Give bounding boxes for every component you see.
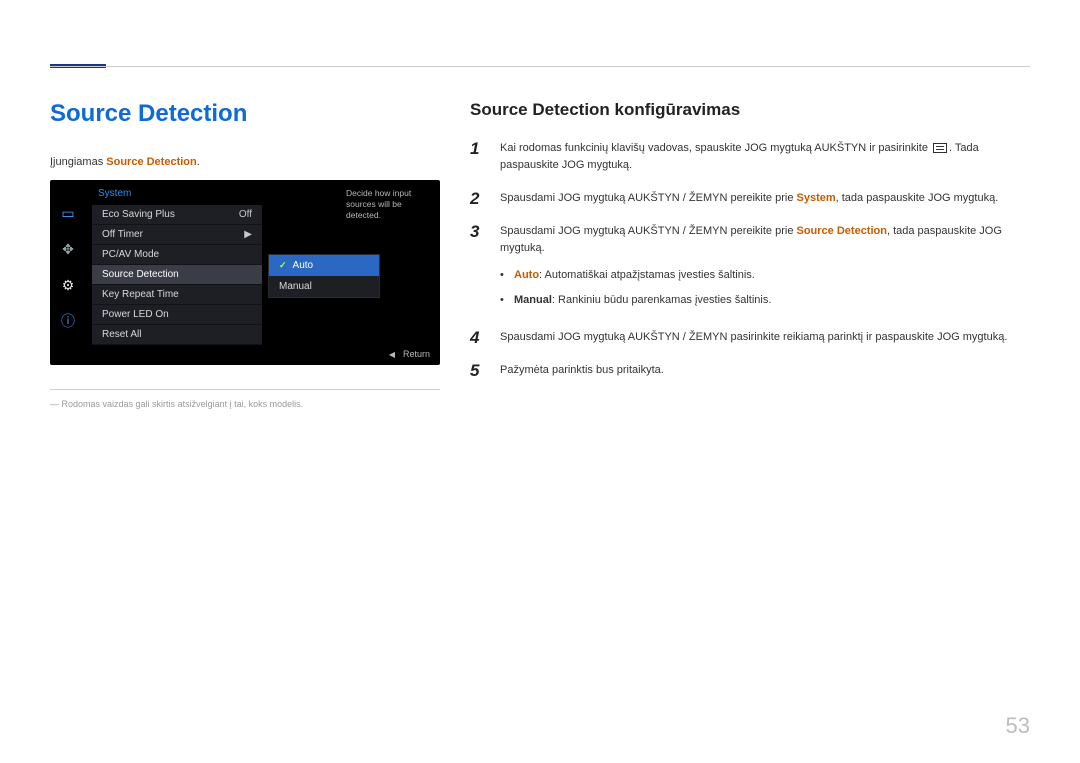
bullet-auto: Auto: Automatiškai atpažįstamas įvesties… bbox=[500, 263, 1030, 288]
step-number: 4 bbox=[470, 329, 486, 346]
step-1: 1 Kai rodomas funkcinių klavišų vadovas,… bbox=[470, 140, 1030, 174]
right-column: Source Detection konfigūravimas 1 Kai ro… bbox=[470, 100, 1030, 723]
step-number: 2 bbox=[470, 190, 486, 207]
step-number: 1 bbox=[470, 140, 486, 174]
osd-row: Eco Saving PlusOff bbox=[92, 205, 262, 225]
step-number: 3 bbox=[470, 223, 486, 313]
osd-submenu-item-active: Auto bbox=[269, 255, 379, 276]
step-body: Spausdami JOG mygtuką AUKŠTYN / ŽEMYN pa… bbox=[500, 329, 1007, 346]
step-3: 3 Spausdami JOG mygtuką AUKŠTYN / ŽEMYN … bbox=[470, 223, 1030, 313]
osd-row: PC/AV Mode bbox=[92, 245, 262, 265]
osd-row: Reset All bbox=[92, 325, 262, 345]
intro-text: Įjungiamas Source Detection. bbox=[50, 156, 440, 168]
main-heading: Source Detection bbox=[50, 100, 440, 128]
osd-return-label: Return bbox=[403, 349, 430, 359]
step-4: 4 Spausdami JOG mygtuką AUKŠTYN / ŽEMYN … bbox=[470, 329, 1030, 346]
header-rule bbox=[50, 66, 1030, 67]
osd-tab-picture-icon: ▭ bbox=[57, 202, 79, 224]
step-body: Pažymėta parinktis bus pritaikyta. bbox=[500, 362, 664, 379]
step-5: 5 Pažymėta parinktis bus pritaikyta. bbox=[470, 362, 1030, 379]
left-column: Source Detection Įjungiamas Source Detec… bbox=[50, 100, 440, 723]
osd-submenu-item: Manual bbox=[269, 276, 379, 297]
osd-help-text: Decide how input sources will be detecte… bbox=[346, 188, 434, 221]
osd-tab-system-icon: ⚙ bbox=[57, 274, 79, 296]
osd-footer: ◀ Return bbox=[50, 345, 440, 359]
osd-row: Key Repeat Time bbox=[92, 285, 262, 305]
sub-heading: Source Detection konfigūravimas bbox=[470, 100, 1030, 120]
bullet-manual: Manual: Rankiniu būdu parenkamas įvestie… bbox=[500, 288, 1030, 313]
page-content: Source Detection Įjungiamas Source Detec… bbox=[50, 100, 1030, 723]
osd-row: Off Timer▶ bbox=[92, 225, 262, 245]
osd-menu-list: Eco Saving PlusOff Off Timer▶ PC/AV Mode… bbox=[92, 205, 262, 345]
step-3-bullets: Auto: Automatiškai atpažįstamas įvesties… bbox=[500, 263, 1030, 313]
intro-emphasis: Source Detection bbox=[106, 156, 196, 168]
page-number: 53 bbox=[1006, 713, 1030, 739]
step-number: 5 bbox=[470, 362, 486, 379]
osd-tab-info-icon: ⓘ bbox=[57, 310, 79, 332]
osd-row-selected: Source Detection bbox=[92, 265, 262, 285]
step-body: Spausdami JOG mygtuką AUKŠTYN / ŽEMYN pe… bbox=[500, 190, 998, 207]
intro-suffix: . bbox=[197, 156, 200, 168]
step-body: Spausdami JOG mygtuką AUKŠTYN / ŽEMYN pe… bbox=[500, 223, 1030, 313]
menu-icon bbox=[933, 143, 947, 153]
osd-mockup: ▭ ✥ ⚙ ⓘ System Eco Saving PlusOff Off Ti… bbox=[50, 180, 440, 365]
step-2: 2 Spausdami JOG mygtuką AUKŠTYN / ŽEMYN … bbox=[470, 190, 1030, 207]
intro-prefix: Įjungiamas bbox=[50, 156, 106, 168]
footnote-separator bbox=[50, 389, 440, 390]
osd-tab-strip: ▭ ✥ ⚙ ⓘ bbox=[50, 180, 86, 345]
osd-tab-display-icon: ✥ bbox=[57, 238, 79, 260]
osd-submenu: Auto Manual bbox=[268, 254, 380, 298]
steps-list: 1 Kai rodomas funkcinių klavišų vadovas,… bbox=[470, 140, 1030, 379]
osd-row: Power LED On bbox=[92, 305, 262, 325]
footnote-text: Rodomas vaizdas gali skirtis atsižvelgia… bbox=[50, 398, 440, 412]
osd-back-icon: ◀ bbox=[389, 350, 395, 359]
step-body: Kai rodomas funkcinių klavišų vadovas, s… bbox=[500, 140, 1030, 174]
